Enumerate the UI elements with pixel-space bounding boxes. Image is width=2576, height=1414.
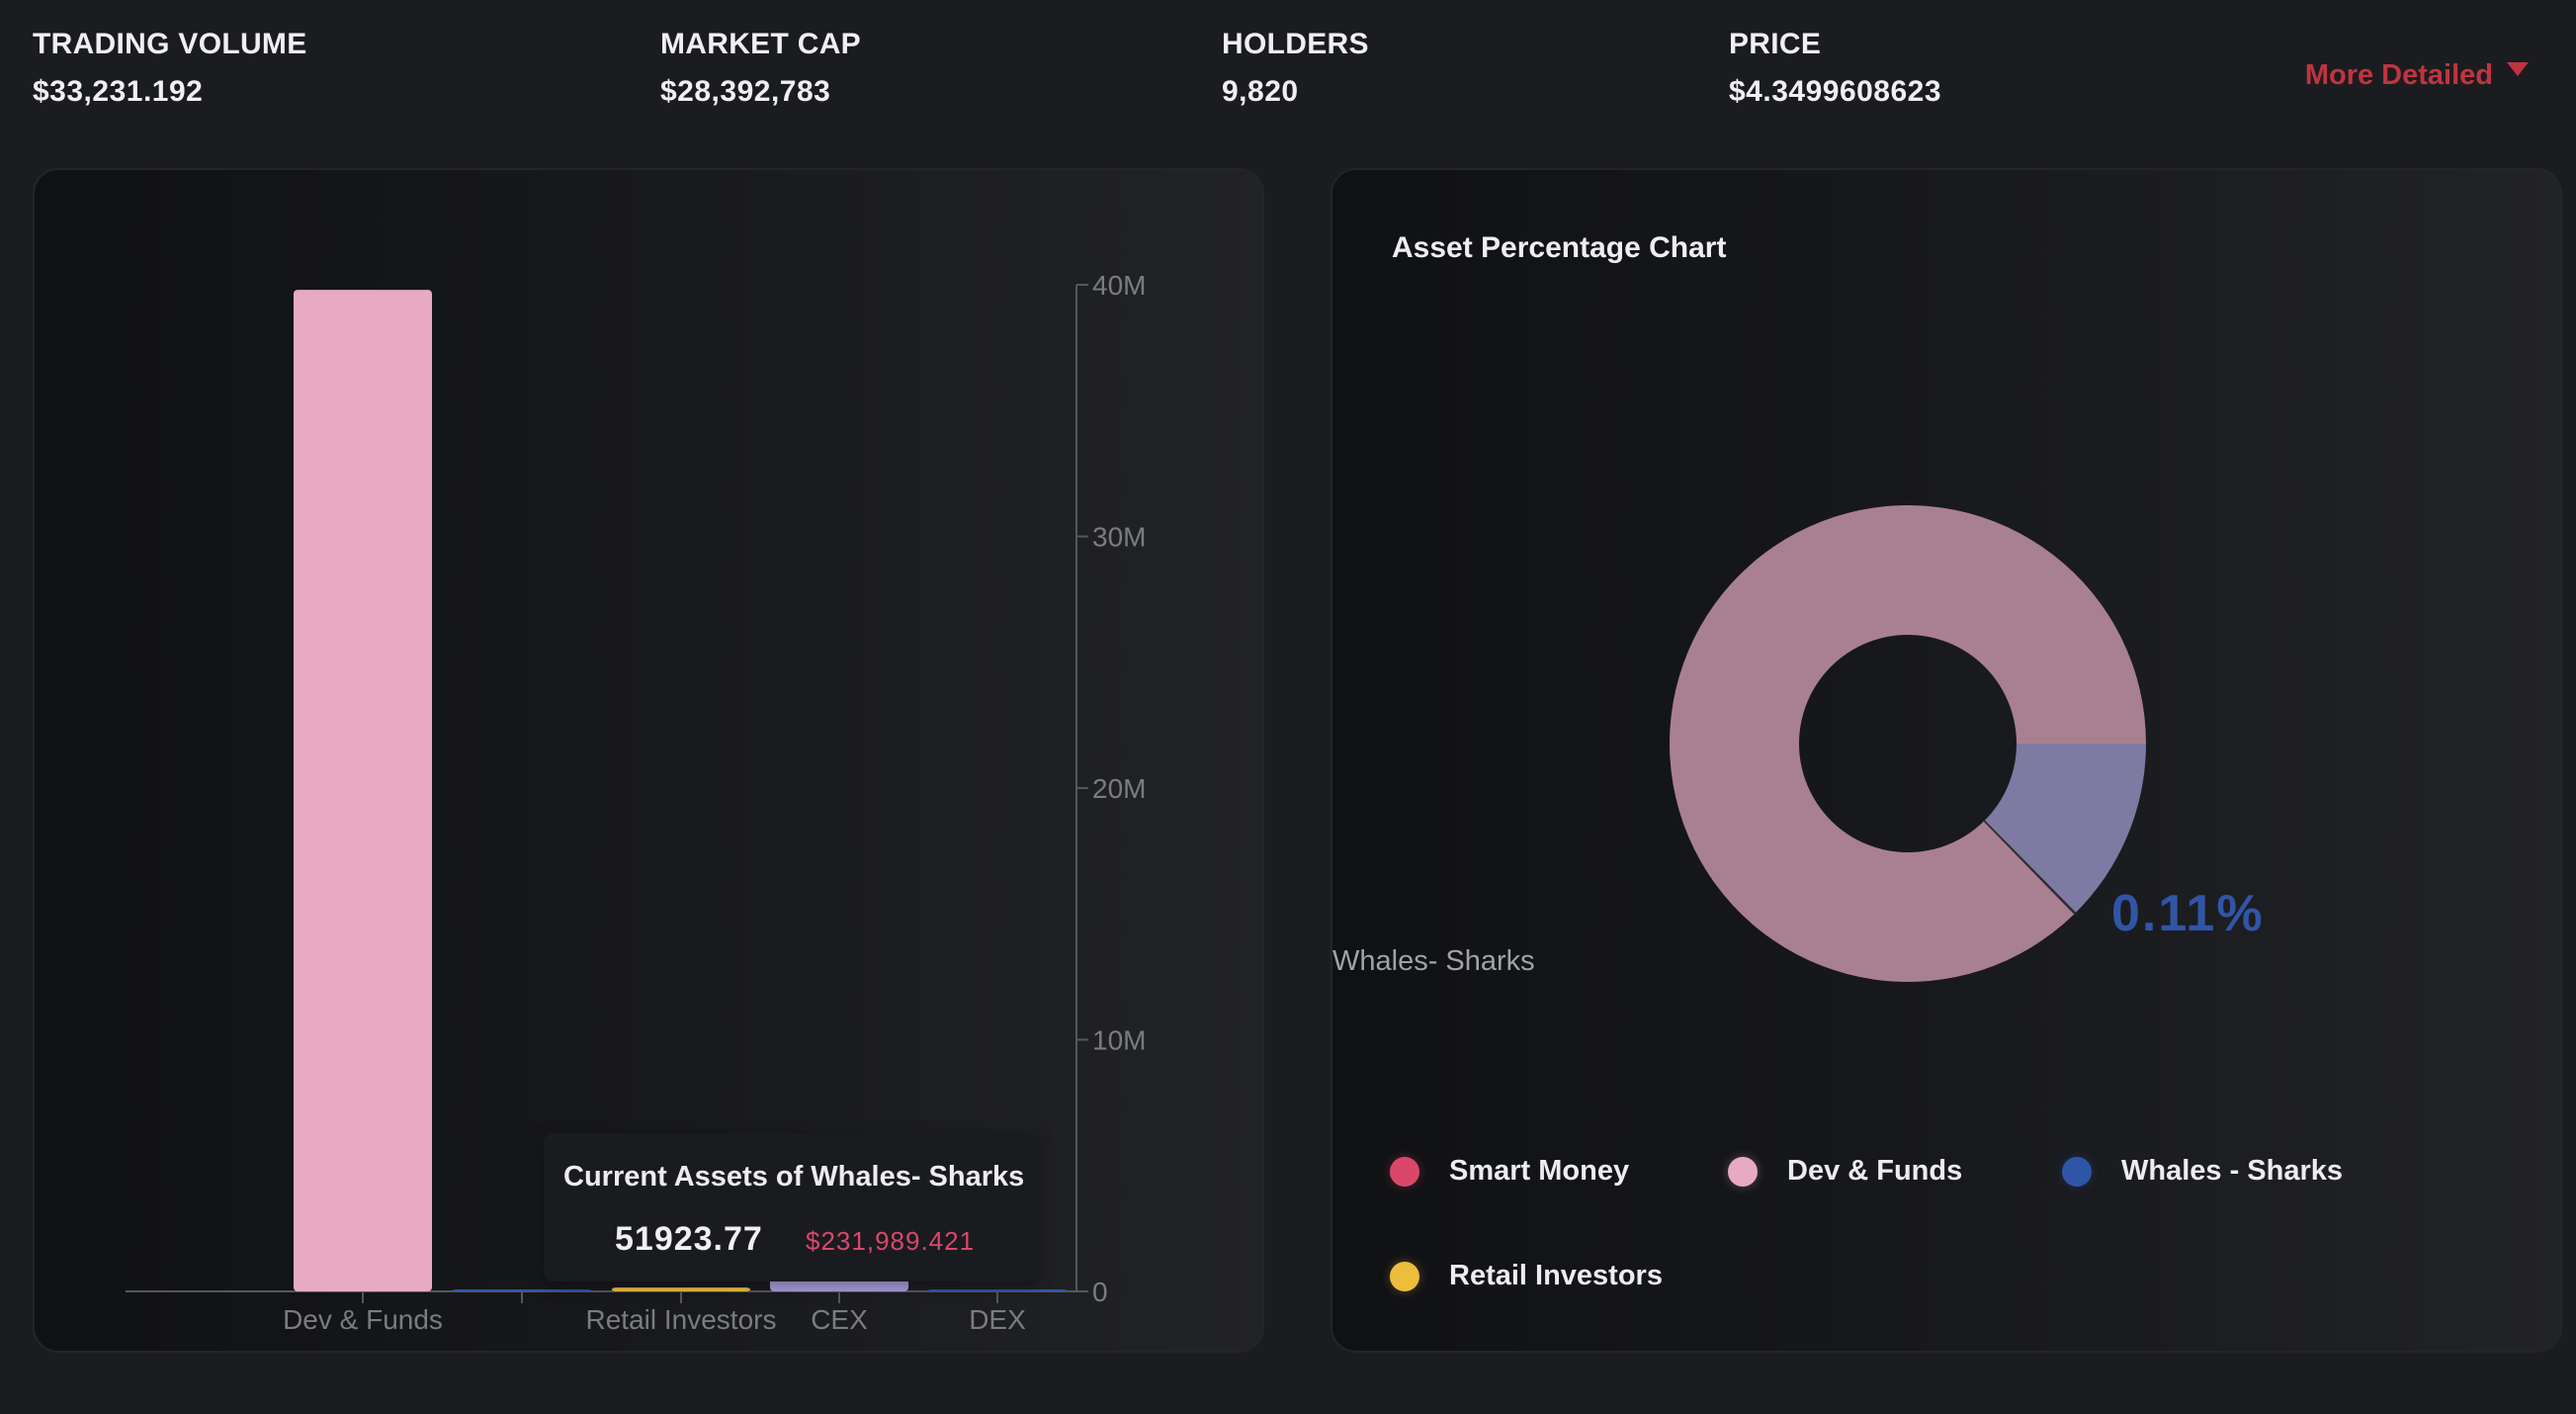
slice-dev-funds[interactable] <box>1670 504 2146 982</box>
stat-label: PRICE <box>1729 28 1822 60</box>
legend-dot <box>1728 1156 1758 1187</box>
pie-highlight-label: Whales- Sharks <box>1332 945 1535 977</box>
x-tick-label: DEX <box>969 1304 1026 1335</box>
bar-dev-funds[interactable] <box>294 290 432 1292</box>
legend-item-dev-funds[interactable]: Dev & Funds <box>1728 1155 1962 1188</box>
more-detailed-label: More Detailed <box>2304 59 2493 91</box>
legend-label: Whales - Sharks <box>2121 1155 2344 1187</box>
stat-label: HOLDERS <box>1222 28 1369 60</box>
y-tick-label: 10M <box>1092 1025 1146 1056</box>
y-tick-label: 40M <box>1092 270 1146 301</box>
stat-market-cap: MARKET CAP $28,392,783 <box>660 28 861 109</box>
x-tick-label: Retail Investors <box>586 1304 777 1335</box>
bar-whales-sharks[interactable] <box>453 1289 591 1291</box>
stat-price: PRICE $4.3499608623 <box>1729 28 1941 109</box>
bar-tooltip: Current Assets of Whales- Sharks 51923.7… <box>544 1133 1038 1281</box>
legend-label: Smart Money <box>1449 1155 1630 1187</box>
legend-item-smart-money[interactable]: Smart Money <box>1390 1155 1629 1188</box>
stat-value: $4.3499608623 <box>1729 75 1942 108</box>
tooltip-amount: 51923.77 <box>615 1220 763 1258</box>
stat-value: $28,392,783 <box>660 75 831 108</box>
tooltip-usd-value: $231,989.421 <box>806 1226 976 1256</box>
pie-chart-title: Asset Percentage Chart <box>1392 231 1727 264</box>
bar-retail-investors[interactable] <box>612 1287 750 1291</box>
stat-value: 9,820 <box>1222 75 1299 108</box>
y-tick-label: 20M <box>1092 773 1146 804</box>
legend-dot <box>2062 1156 2092 1187</box>
legend-dot <box>1390 1261 1419 1291</box>
stat-label: MARKET CAP <box>660 28 861 60</box>
x-tick-label: Dev & Funds <box>283 1304 443 1335</box>
stat-trading-volume: TRADING VOLUME $33,231.192 <box>33 28 307 109</box>
bar-chart-panel: 0 10M 20M 30M 40M Dev & Funds Retail Investors… <box>33 168 1264 1353</box>
legend-item-whales-sharks[interactable]: Whales - Sharks <box>2062 1155 2343 1188</box>
legend-label: Retail Investors <box>1449 1260 1663 1291</box>
y-tick-label: 30M <box>1092 522 1146 553</box>
slice-whales-sharks[interactable] <box>1982 819 2077 917</box>
stat-label: TRADING VOLUME <box>33 28 307 60</box>
more-detailed-button[interactable]: More Detailed <box>2305 59 2529 92</box>
bar-chart: 0 10M 20M 30M 40M Dev & Funds Retail Investors… <box>126 270 1146 1335</box>
legend-label: Dev & Funds <box>1787 1155 1963 1187</box>
x-tick-label: CEX <box>811 1304 868 1335</box>
donut-chart <box>1670 504 2146 982</box>
tooltip-title: Current Assets of Whales- Sharks <box>563 1161 1025 1193</box>
bar-dex[interactable] <box>928 1288 1067 1291</box>
slice-cex[interactable] <box>1984 744 2146 914</box>
stat-holders: HOLDERS 9,820 <box>1222 28 1369 109</box>
y-tick-label: 0 <box>1092 1277 1108 1307</box>
legend-dot <box>1390 1156 1419 1187</box>
stat-value: $33,231.192 <box>33 75 204 108</box>
legend-item-retail-investors[interactable]: Retail Investors <box>1390 1260 1663 1292</box>
caret-down-icon <box>2507 61 2529 76</box>
pie-highlight-percent: 0.11% <box>2111 885 2265 942</box>
pie-chart-panel: Asset Percentage Chart 0.11% Whales- Sha… <box>1331 168 2562 1353</box>
